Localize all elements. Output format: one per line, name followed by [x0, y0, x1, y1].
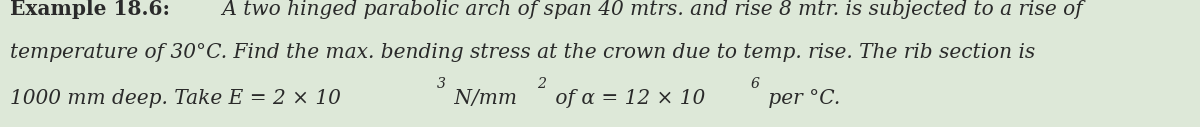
Text: 6: 6 [750, 77, 760, 91]
Text: 2: 2 [538, 77, 546, 91]
Text: N/mm: N/mm [448, 89, 517, 108]
Text: 1000 mm deep. Take E = 2 × 10: 1000 mm deep. Take E = 2 × 10 [10, 89, 341, 108]
Text: temperature of 30°C. Find the max. bending stress at the crown due to temp. rise: temperature of 30°C. Find the max. bendi… [10, 43, 1034, 62]
Text: of α = 12 × 10: of α = 12 × 10 [548, 89, 706, 108]
Text: 3: 3 [437, 77, 445, 91]
Text: Example 18.6:: Example 18.6: [10, 0, 169, 19]
Text: per °C.: per °C. [762, 89, 840, 108]
Text: A two hinged parabolic arch of span 40 mtrs. and rise 8 mtr. is subjected to a r: A two hinged parabolic arch of span 40 m… [216, 0, 1082, 19]
